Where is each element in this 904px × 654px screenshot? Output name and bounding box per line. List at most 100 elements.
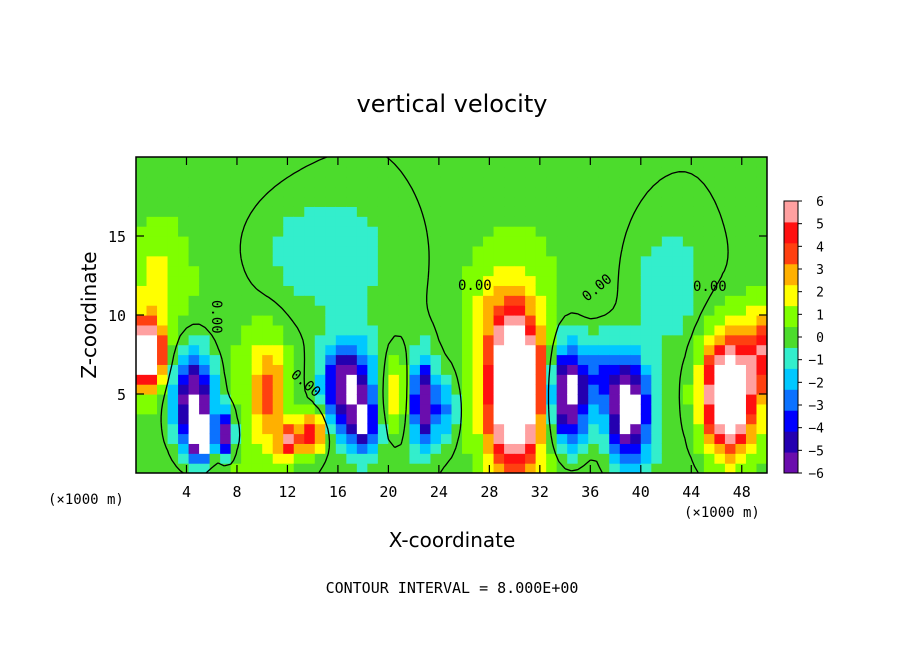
field-cell xyxy=(661,305,673,316)
field-cell xyxy=(230,453,242,464)
field-cell xyxy=(377,157,390,168)
field-cell xyxy=(230,265,242,277)
field-cell xyxy=(703,403,716,415)
field-cell xyxy=(272,423,284,435)
field-cell xyxy=(157,374,169,385)
x-tick-label: 44 xyxy=(682,483,700,501)
field-cell xyxy=(251,324,263,336)
field-cell xyxy=(598,305,610,316)
field-cell xyxy=(251,433,263,444)
field-cell xyxy=(472,236,484,247)
field-cell xyxy=(661,384,673,395)
field-cell xyxy=(398,196,411,207)
field-cell xyxy=(535,374,547,385)
field-cell xyxy=(388,453,400,464)
field-cell xyxy=(535,285,547,296)
field-cell xyxy=(262,157,274,168)
field-cell xyxy=(462,394,474,405)
field-cell xyxy=(483,216,495,227)
field-cell xyxy=(419,196,432,207)
contour-interval-note: CONTOUR INTERVAL = 8.000E+00 xyxy=(326,579,579,597)
field-cell xyxy=(188,226,200,237)
field-cell xyxy=(146,295,158,306)
colorbar-swatch xyxy=(784,305,798,328)
field-cell xyxy=(535,364,547,375)
field-cell xyxy=(440,196,453,207)
field-cell xyxy=(409,433,421,444)
field-cell xyxy=(136,226,148,237)
field-cell xyxy=(672,394,684,405)
field-cell xyxy=(619,423,631,435)
field-cell xyxy=(188,394,200,405)
field-cell xyxy=(167,344,179,356)
field-cell xyxy=(619,354,631,365)
field-cell xyxy=(577,354,589,365)
field-cell xyxy=(199,176,211,188)
field-cell xyxy=(167,186,179,198)
field-cell xyxy=(745,433,758,444)
field-cell xyxy=(504,166,516,178)
field-cell xyxy=(304,443,316,454)
field-cell xyxy=(745,453,758,464)
field-cell xyxy=(419,315,432,326)
field-cell xyxy=(630,166,642,178)
field-cell xyxy=(188,324,200,336)
field-cell xyxy=(430,157,442,168)
field-cell xyxy=(314,334,326,346)
field-cell xyxy=(188,206,200,217)
field-cell xyxy=(314,166,326,178)
field-cell xyxy=(241,265,253,277)
field-cell xyxy=(724,226,737,237)
field-cell xyxy=(451,324,463,336)
field-cell xyxy=(630,453,642,464)
field-cell xyxy=(745,324,758,336)
field-cell xyxy=(167,463,179,473)
field-cell xyxy=(756,443,767,454)
field-cell xyxy=(314,354,326,365)
field-cell xyxy=(430,265,442,277)
field-cell xyxy=(630,354,642,365)
colorbar-swatch xyxy=(784,221,798,244)
field-cell xyxy=(525,364,537,375)
field-cell xyxy=(598,324,610,336)
field-cell xyxy=(335,216,347,227)
field-cell xyxy=(377,364,390,375)
field-cell xyxy=(703,176,716,188)
field-cell xyxy=(567,196,579,207)
field-cell xyxy=(735,295,747,306)
y-tick-label: 15 xyxy=(108,228,126,246)
field-cell xyxy=(451,403,463,415)
field-cell xyxy=(724,413,737,425)
field-cell xyxy=(735,245,747,257)
field-cell xyxy=(462,265,474,277)
field-cell xyxy=(588,364,600,375)
field-cell xyxy=(672,305,684,316)
field-cell xyxy=(556,423,568,435)
field-cell xyxy=(483,245,495,257)
field-cell xyxy=(367,413,379,425)
colorbar-swatch xyxy=(784,410,798,432)
field-cell xyxy=(598,275,610,286)
field-cell xyxy=(577,334,589,346)
field-cell xyxy=(703,354,716,365)
field-cell xyxy=(241,315,253,326)
field-cell xyxy=(398,275,411,286)
field-cell xyxy=(735,354,747,365)
field-cell xyxy=(640,176,652,188)
field-cell xyxy=(188,403,200,415)
field-cell xyxy=(367,176,379,188)
field-cell xyxy=(188,166,200,178)
field-cell xyxy=(346,315,358,326)
field-cell xyxy=(346,206,358,217)
field-cell xyxy=(440,443,453,454)
field-cell xyxy=(146,226,158,237)
field-cell xyxy=(735,206,747,217)
field-cell xyxy=(283,334,295,346)
field-cell xyxy=(735,255,747,267)
field-cell xyxy=(335,196,347,207)
field-cell xyxy=(167,196,179,207)
field-cell xyxy=(514,394,526,405)
field-cell xyxy=(251,157,263,168)
field-cell xyxy=(640,413,652,425)
